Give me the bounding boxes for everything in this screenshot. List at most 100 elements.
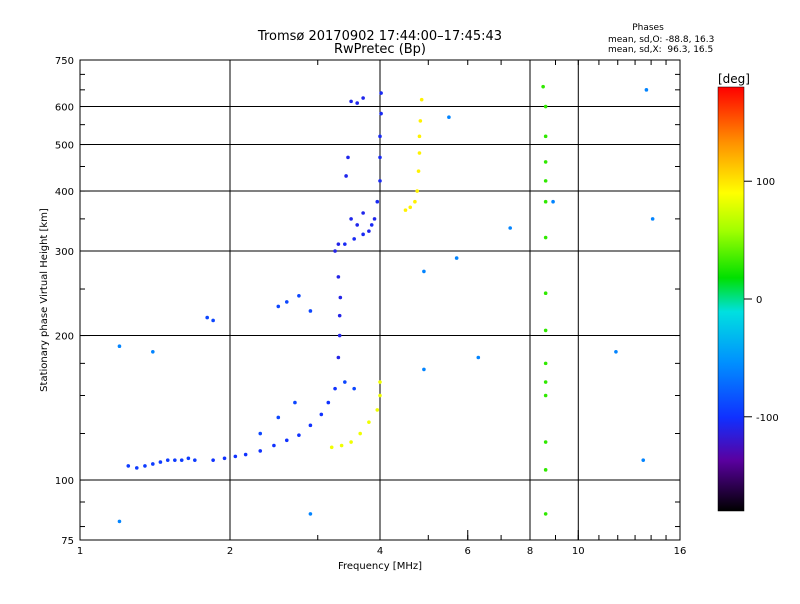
data-point <box>378 179 382 183</box>
data-point <box>205 315 209 320</box>
data-point <box>179 458 184 462</box>
data-point <box>243 452 248 457</box>
data-point <box>403 208 408 212</box>
colorbar-ticks: 100 0 -100 <box>744 177 779 424</box>
data-point <box>276 304 281 309</box>
colorbar <box>717 86 745 512</box>
data-point <box>379 91 383 95</box>
data-point <box>349 217 353 221</box>
data-point <box>297 433 301 437</box>
y-axis-label: Stationary phase Virtual Height [km] <box>39 208 50 392</box>
colorbar-label: [deg] <box>718 72 750 86</box>
data-point <box>233 454 238 459</box>
data-point <box>614 349 618 354</box>
colorbar-tick-label: -100 <box>756 413 779 424</box>
axis-ticks: 1 2 4 6 8 10 16 75 100 200 300 400 500 600 750 <box>55 56 686 557</box>
data-point <box>117 519 122 524</box>
grid-lines <box>80 60 680 540</box>
data-point <box>343 380 347 384</box>
y-tick-label: 300 <box>55 247 74 258</box>
x-tick-label: 10 <box>572 546 585 557</box>
data-point <box>408 205 413 210</box>
data-point <box>541 84 545 89</box>
data-point <box>284 438 289 443</box>
y-tick-label: 100 <box>55 476 74 487</box>
data-point <box>422 269 426 274</box>
data-point <box>333 386 337 391</box>
y-tick-label: 500 <box>55 141 74 152</box>
data-point <box>543 160 548 164</box>
data-point <box>326 400 331 405</box>
data-point <box>346 155 350 160</box>
y-tick-label: 750 <box>55 56 74 67</box>
x-tick-label: 8 <box>527 546 533 557</box>
data-point <box>333 249 337 253</box>
data-point <box>418 119 423 123</box>
chart-title: Tromsø 20170902 17:44:00–17:45:43 <box>257 29 502 44</box>
y-tick-label: 400 <box>55 187 74 198</box>
data-points <box>117 84 655 524</box>
data-point <box>476 355 481 360</box>
chart-subtitle: RwPretec (Bp) <box>334 42 426 57</box>
phase-info-x: mean, sd,X: 96.3, 16.5 <box>608 45 713 55</box>
data-point <box>375 408 380 412</box>
data-point <box>338 295 343 300</box>
data-point <box>417 134 422 139</box>
data-point <box>186 456 191 461</box>
data-point <box>258 431 263 436</box>
data-point <box>211 318 215 323</box>
data-point <box>258 449 263 453</box>
data-point <box>158 460 163 464</box>
data-point <box>417 151 422 155</box>
data-point <box>447 115 451 120</box>
data-point <box>378 380 382 384</box>
y-tick-label: 600 <box>55 103 74 114</box>
data-point <box>543 380 548 384</box>
data-point <box>543 179 548 183</box>
data-point <box>151 462 155 466</box>
data-point <box>349 99 353 104</box>
data-point <box>543 468 548 472</box>
data-point <box>543 512 548 516</box>
data-point <box>284 300 289 304</box>
data-point <box>143 464 147 468</box>
data-point <box>367 420 371 424</box>
x-tick-label: 4 <box>377 546 383 557</box>
data-point <box>379 111 383 116</box>
data-point <box>361 232 365 237</box>
data-point <box>293 400 297 405</box>
x-axis-label: Frequency [MHz] <box>338 561 422 572</box>
data-point <box>308 309 313 313</box>
data-point <box>372 217 377 221</box>
data-point <box>413 199 417 204</box>
data-point <box>419 97 424 102</box>
data-point <box>344 174 348 178</box>
data-point <box>117 344 122 349</box>
data-point <box>339 443 344 448</box>
x-tick-label: 6 <box>465 546 471 557</box>
data-point <box>211 458 215 462</box>
data-point <box>151 349 155 354</box>
data-point <box>319 412 324 417</box>
x-tick-label: 1 <box>77 546 83 557</box>
data-point <box>543 134 548 139</box>
data-point <box>369 223 374 227</box>
data-point <box>378 134 382 139</box>
data-point <box>329 445 334 450</box>
data-point <box>543 199 548 204</box>
data-point <box>337 333 342 338</box>
data-point <box>641 458 646 462</box>
data-point <box>352 386 356 391</box>
x-tick-label: 16 <box>674 546 687 557</box>
data-point <box>343 242 347 246</box>
data-point <box>349 440 353 444</box>
data-point <box>543 104 548 109</box>
colorbar-tick-label: 100 <box>756 177 775 188</box>
data-point <box>361 96 365 100</box>
y-tick-label: 75 <box>61 536 74 547</box>
data-point <box>543 235 548 240</box>
data-point <box>543 440 548 444</box>
data-point <box>551 199 555 204</box>
x-tick-label: 2 <box>227 546 233 557</box>
